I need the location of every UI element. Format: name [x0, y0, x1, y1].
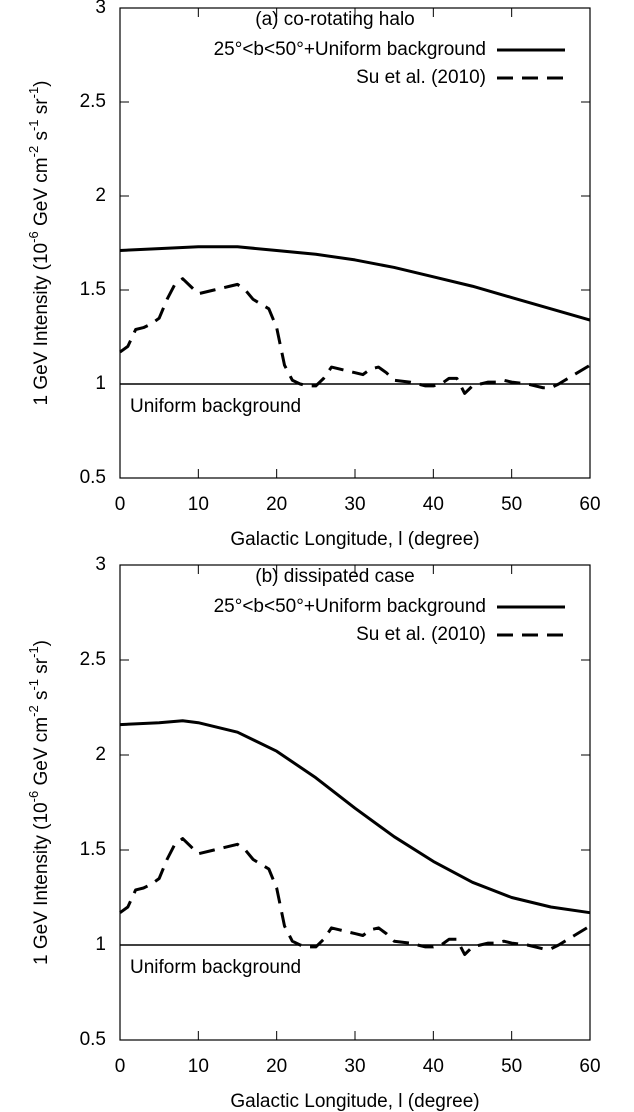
- x-axis-label: Galactic Longitude, l (degree): [230, 529, 479, 550]
- y-tick-label: 1: [95, 934, 106, 955]
- y-axis-label-part: ): [31, 80, 52, 86]
- y-axis-label-part: -1: [26, 646, 41, 658]
- y-tick-label: 1: [95, 373, 106, 394]
- x-tick-label: 30: [344, 1056, 365, 1077]
- x-tick-label: 50: [501, 494, 522, 515]
- x-tick-label: 20: [266, 494, 287, 515]
- panel-title: (a) co-rotating halo: [255, 9, 414, 30]
- reference-label: Uniform background: [130, 957, 301, 978]
- x-tick-label: 60: [579, 1056, 600, 1077]
- x-tick-label: 30: [344, 494, 365, 515]
- series-line: [119, 277, 591, 395]
- y-axis-label-part: GeV cm: [31, 717, 52, 791]
- y-tick-label: 1.5: [80, 279, 106, 300]
- y-axis-label-part: -1: [26, 119, 41, 131]
- x-tick-label: 10: [188, 1056, 209, 1077]
- series-line: [119, 719, 591, 915]
- panel-title: (b) dissipated case: [255, 566, 414, 587]
- legend-label: Su et al. (2010): [356, 67, 486, 88]
- y-tick-label: 0.5: [80, 467, 106, 488]
- legend-label: 25°<b<50°+Uniform background: [214, 39, 486, 60]
- y-axis-label-part: -6: [26, 791, 41, 803]
- series-line: [119, 245, 591, 322]
- y-axis-label-part: -2: [26, 705, 41, 717]
- x-tick-label: 40: [423, 1056, 444, 1077]
- x-tick-label: 0: [115, 1056, 126, 1077]
- y-axis-label-part: s: [31, 131, 52, 146]
- y-tick-label: 3: [95, 554, 106, 575]
- y-tick-label: 2: [95, 185, 106, 206]
- y-axis-label-part: s: [31, 691, 52, 706]
- y-tick-label: 2.5: [80, 649, 106, 670]
- y-axis-label-part: -6: [26, 231, 41, 243]
- x-tick-label: 10: [188, 494, 209, 515]
- x-tick-label: 40: [423, 494, 444, 515]
- y-axis-label-part: 1 GeV Intensity (10: [31, 243, 52, 406]
- x-tick-label: 20: [266, 1056, 287, 1077]
- y-tick-label: 0.5: [80, 1029, 106, 1050]
- y-axis-label: 1 GeV Intensity (10-6 GeV cm-2 s-1 sr-1): [26, 640, 52, 965]
- y-tick-label: 3: [95, 0, 106, 18]
- x-axis-label: Galactic Longitude, l (degree): [230, 1091, 479, 1112]
- y-axis-label: 1 GeV Intensity (10-6 GeV cm-2 s-1 sr-1): [26, 80, 52, 405]
- y-axis-label-part: sr: [31, 98, 52, 120]
- y-tick-label: 1.5: [80, 839, 106, 860]
- x-tick-label: 60: [579, 494, 600, 515]
- legend-label: Su et al. (2010): [356, 624, 486, 645]
- y-axis-label-part: sr: [31, 657, 52, 679]
- y-axis-label-part: -1: [26, 87, 41, 99]
- x-tick-label: 0: [115, 494, 126, 515]
- y-axis-label-part: ): [31, 640, 52, 646]
- y-axis-label-part: -1: [26, 679, 41, 691]
- y-tick-label: 2.5: [80, 91, 106, 112]
- y-axis-label-part: 1 GeV Intensity (10: [31, 802, 52, 965]
- y-tick-label: 2: [95, 744, 106, 765]
- x-tick-label: 50: [501, 1056, 522, 1077]
- y-axis-label-part: -2: [26, 146, 41, 158]
- reference-label: Uniform background: [130, 396, 301, 417]
- legend-label: 25°<b<50°+Uniform background: [214, 596, 486, 617]
- series-line: [119, 837, 591, 956]
- y-axis-label-part: GeV cm: [31, 157, 52, 231]
